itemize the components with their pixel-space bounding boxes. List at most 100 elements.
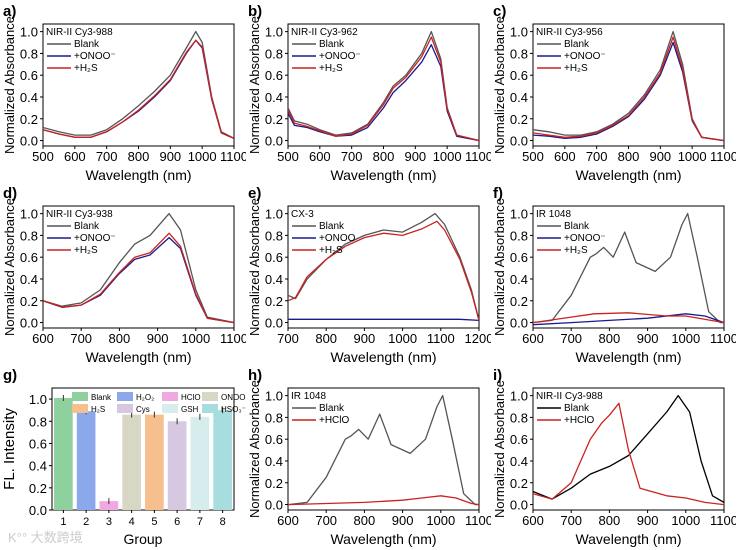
y-tick-label: 1.0 xyxy=(20,207,38,222)
x-tick-label: 900 xyxy=(649,149,671,164)
legend-label: Blank xyxy=(564,403,590,414)
x-tick-label: 800 xyxy=(128,149,150,164)
plot-frame xyxy=(532,387,725,511)
x-tick-label: 1 xyxy=(60,516,66,528)
series-line-ONOO xyxy=(288,318,479,322)
x-tick-label: 1000 xyxy=(181,331,210,346)
y-tick-label: 0.0 xyxy=(510,134,528,149)
panel-h: h) 0.0 0.2 0.4 0.6 0.8 1.0 600 700 800 900 1000 1100… xyxy=(245,364,493,547)
y-tick-label: 0.2 xyxy=(510,112,528,127)
y-tick-label: 0.0 xyxy=(265,134,283,149)
y-tick-label: 0.8 xyxy=(265,46,283,61)
x-tick-label: 1000 xyxy=(388,331,417,346)
panel-svg: d) 0.0 0.2 0.4 0.6 0.8 1.0 600 700 800 900 1000 1100… xyxy=(2,185,248,365)
x-tick-label: 1000 xyxy=(426,513,455,528)
plot-frame xyxy=(51,387,235,511)
legend-label: +ONOO⁻ xyxy=(319,51,361,62)
legend-swatch xyxy=(162,392,178,401)
series-line-ONOO xyxy=(533,313,724,326)
legend-label: +H₂S xyxy=(319,63,343,74)
x-tick-label: 700 xyxy=(96,149,118,164)
series-line-ONOO xyxy=(43,39,234,139)
bar-2 xyxy=(76,411,96,510)
y-tick-label: 0.4 xyxy=(20,90,38,105)
x-tick-label: 6 xyxy=(174,516,180,528)
y-tick-label: 1.0 xyxy=(265,207,283,222)
legend-title: CX-3 xyxy=(291,209,314,220)
legend-swatch xyxy=(202,404,218,413)
panel-svg: e) 0.0 0.2 0.4 0.6 0.8 1.0 700 800 900 1000 1100 120… xyxy=(247,185,493,365)
bar-5 xyxy=(145,414,164,510)
x-axis-label: Wavelength (nm) xyxy=(330,531,436,547)
x-tick-label: 700 xyxy=(560,331,582,346)
legend-label: Blank xyxy=(319,39,345,50)
y-tick-label: 0.0 xyxy=(510,498,528,513)
x-tick-label: 3 xyxy=(106,516,112,528)
legend-title: NIR-II Cy3-988 xyxy=(536,391,603,402)
legend-label: +ONOO⁻ xyxy=(74,51,116,62)
panel-svg: g) 0.0 0.2 0.4 0.6 0.8 1.0 1 2 3 4 5 6 7 8 Group FL. Int… xyxy=(1,367,250,547)
x-axis-label: Wavelength (nm) xyxy=(575,531,681,547)
x-tick-label: 900 xyxy=(147,331,169,346)
legend-title: NIR-II Cy3-956 xyxy=(536,27,603,38)
bar-4 xyxy=(122,414,141,510)
panel-label: i) xyxy=(493,367,502,384)
panel-svg: h) 0.0 0.2 0.4 0.6 0.8 1.0 600 700 800 900 1000 1100… xyxy=(247,367,493,547)
y-tick-label: 0.2 xyxy=(265,294,283,309)
x-tick-label: 8 xyxy=(220,516,226,528)
y-tick-label: 1.0 xyxy=(29,392,47,407)
panel-label: g) xyxy=(3,367,17,384)
y-tick-label: 0.8 xyxy=(510,46,528,61)
x-tick-label: 600 xyxy=(522,331,544,346)
x-tick-label: 600 xyxy=(309,149,331,164)
series-line-HClO xyxy=(533,402,724,506)
y-tick-label: 0.4 xyxy=(265,272,283,287)
panel-label: b) xyxy=(248,3,262,20)
y-tick-label: 0.4 xyxy=(20,272,38,287)
bar-1 xyxy=(54,397,73,510)
x-axis-label: Wavelength (nm) xyxy=(575,349,681,365)
y-tick-label: 1.0 xyxy=(20,25,38,40)
series-line-ONOO xyxy=(288,44,479,142)
y-tick-label: 0.4 xyxy=(510,90,528,105)
y-tick-label: 0.6 xyxy=(510,68,528,83)
y-tick-label: 0.6 xyxy=(265,68,283,83)
x-tick-label: 2 xyxy=(83,516,89,528)
legend-swatch xyxy=(72,404,88,413)
bar-8 xyxy=(213,410,232,510)
x-tick-label: 500 xyxy=(32,149,54,164)
series-line-Blank xyxy=(533,30,724,142)
x-tick-label: 600 xyxy=(554,149,576,164)
x-tick-label: 700 xyxy=(586,149,608,164)
legend-label: H₂O₂ xyxy=(136,393,154,402)
panel-svg: b) 0.0 0.2 0.4 0.6 0.8 1.0 500 600 700 800 900 1000 1… xyxy=(247,3,493,183)
series-line-HS xyxy=(288,220,479,321)
x-tick-label: 1100 xyxy=(710,513,736,528)
legend-swatch xyxy=(162,404,178,413)
panel-a: a) 0.0 0.2 0.4 0.6 0.8 1.0 500 600 700 800 900 1000 1… xyxy=(0,0,248,183)
x-tick-label: 500 xyxy=(522,149,544,164)
series-line-Blank xyxy=(43,212,234,324)
plot-frame xyxy=(532,205,725,329)
legend-title: IR 1048 xyxy=(536,209,571,220)
panel-label: h) xyxy=(248,367,262,384)
y-tick-label: 0.6 xyxy=(510,432,528,447)
series-line-Blank xyxy=(288,394,479,506)
x-tick-label: 900 xyxy=(404,149,426,164)
panel-label: d) xyxy=(3,185,17,202)
y-axis-label: Normalized Absorbance xyxy=(247,380,262,518)
legend-label: +H₂S xyxy=(74,63,98,74)
legend-label: H₂S xyxy=(91,405,105,414)
y-tick-label: 0.4 xyxy=(510,454,528,469)
x-tick-label: 900 xyxy=(637,331,659,346)
legend-label: Blank xyxy=(564,39,590,50)
panel-e: e) 0.0 0.2 0.4 0.6 0.8 1.0 700 800 900 1000 1100 120… xyxy=(245,182,493,365)
legend-title: IR 1048 xyxy=(291,391,326,402)
legend-title: NIR-II Cy3-962 xyxy=(291,27,358,38)
legend-label: +ONOO xyxy=(319,233,356,244)
x-tick-label: 1200 xyxy=(465,331,491,346)
x-tick-label: 1000 xyxy=(188,149,217,164)
legend-swatch xyxy=(202,392,218,401)
y-tick-label: 1.0 xyxy=(510,207,528,222)
y-tick-label: 0.6 xyxy=(20,250,38,265)
